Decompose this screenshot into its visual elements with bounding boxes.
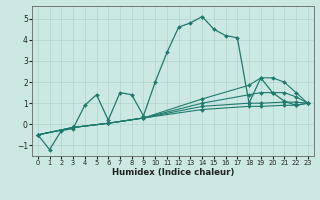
X-axis label: Humidex (Indice chaleur): Humidex (Indice chaleur) [112, 168, 234, 177]
